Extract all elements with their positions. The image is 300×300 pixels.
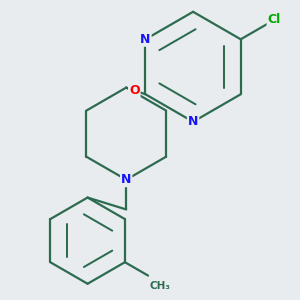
Text: N: N xyxy=(140,33,151,46)
Text: N: N xyxy=(121,173,131,186)
Text: N: N xyxy=(188,115,198,128)
Text: O: O xyxy=(129,84,140,97)
Text: CH₃: CH₃ xyxy=(150,281,171,291)
Text: Cl: Cl xyxy=(268,14,281,26)
